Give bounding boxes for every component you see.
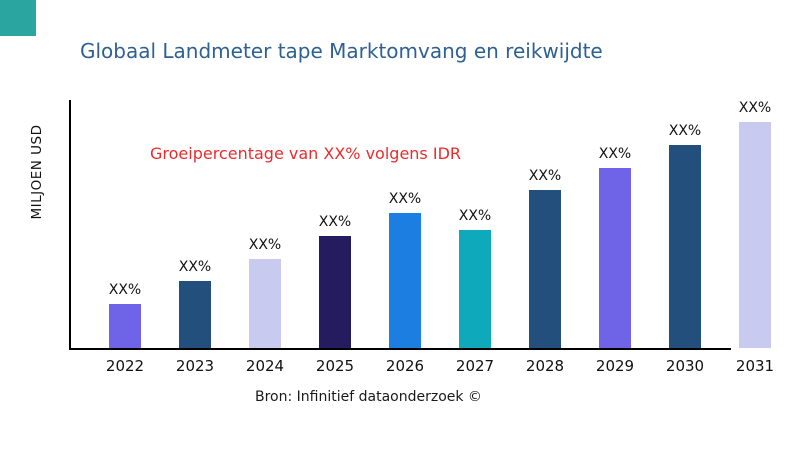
bar-value-label: XX% xyxy=(108,282,142,298)
bar-2022 xyxy=(109,304,141,348)
x-tick-label-2029: 2029 xyxy=(595,357,635,375)
bar-value-label: XX% xyxy=(528,168,562,184)
bar-2031 xyxy=(739,122,771,348)
bars-area: XX% XX% XX% XX% XX% XX% XX% XX% XX% XX% xyxy=(90,100,790,348)
bar-2023 xyxy=(179,281,211,348)
x-tick-label-2025: 2025 xyxy=(315,357,355,375)
source-note: Bron: Infinitief dataonderzoek © xyxy=(255,389,482,405)
x-axis-line xyxy=(69,348,731,350)
bar-2029 xyxy=(599,168,631,348)
bar-group-2027: XX% xyxy=(440,208,510,348)
bar-value-label: XX% xyxy=(598,146,632,162)
x-tick-label-2031: 2031 xyxy=(735,357,775,375)
bar-value-label: XX% xyxy=(668,123,702,139)
bar-group-2023: XX% xyxy=(160,259,230,348)
growth-annotation: Groeipercentage van XX% volgens IDR xyxy=(150,144,462,163)
bar-value-label: XX% xyxy=(458,208,492,224)
page-title: Globaal Landmeter tape Marktomvang en re… xyxy=(80,39,603,63)
bar-value-label: XX% xyxy=(318,214,352,230)
bar-2027 xyxy=(459,230,491,348)
bar-group-2031: XX% xyxy=(720,100,790,348)
bar-2025 xyxy=(319,236,351,348)
bar-value-label: XX% xyxy=(178,259,212,275)
bar-2026 xyxy=(389,213,421,348)
bar-group-2029: XX% xyxy=(580,146,650,348)
y-axis-line xyxy=(69,100,71,350)
bar-value-label: XX% xyxy=(738,100,772,116)
logo-mark xyxy=(0,0,36,36)
x-tick-label-2028: 2028 xyxy=(525,357,565,375)
x-tick-label-2023: 2023 xyxy=(175,357,215,375)
bar-group-2028: XX% xyxy=(510,168,580,348)
bar-group-2030: XX% xyxy=(650,123,720,348)
bar-group-2026: XX% xyxy=(370,191,440,348)
bar-2030 xyxy=(669,145,701,348)
bar-value-label: XX% xyxy=(248,237,282,253)
bar-group-2024: XX% xyxy=(230,237,300,348)
bar-2024 xyxy=(249,259,281,348)
bar-group-2025: XX% xyxy=(300,214,370,348)
bar-group-2022: XX% xyxy=(90,282,160,348)
x-tick-label-2022: 2022 xyxy=(105,357,145,375)
bar-2028 xyxy=(529,190,561,348)
bar-value-label: XX% xyxy=(388,191,422,207)
x-tick-label-2030: 2030 xyxy=(665,357,705,375)
x-axis-tick-labels: 2022 2023 2024 2025 2026 2027 2028 2029 2030 2031 xyxy=(90,357,790,375)
x-tick-label-2026: 2026 xyxy=(385,357,425,375)
x-tick-label-2027: 2027 xyxy=(455,357,495,375)
y-axis-label: MILJOEN USD xyxy=(29,124,45,220)
x-tick-label-2024: 2024 xyxy=(245,357,285,375)
